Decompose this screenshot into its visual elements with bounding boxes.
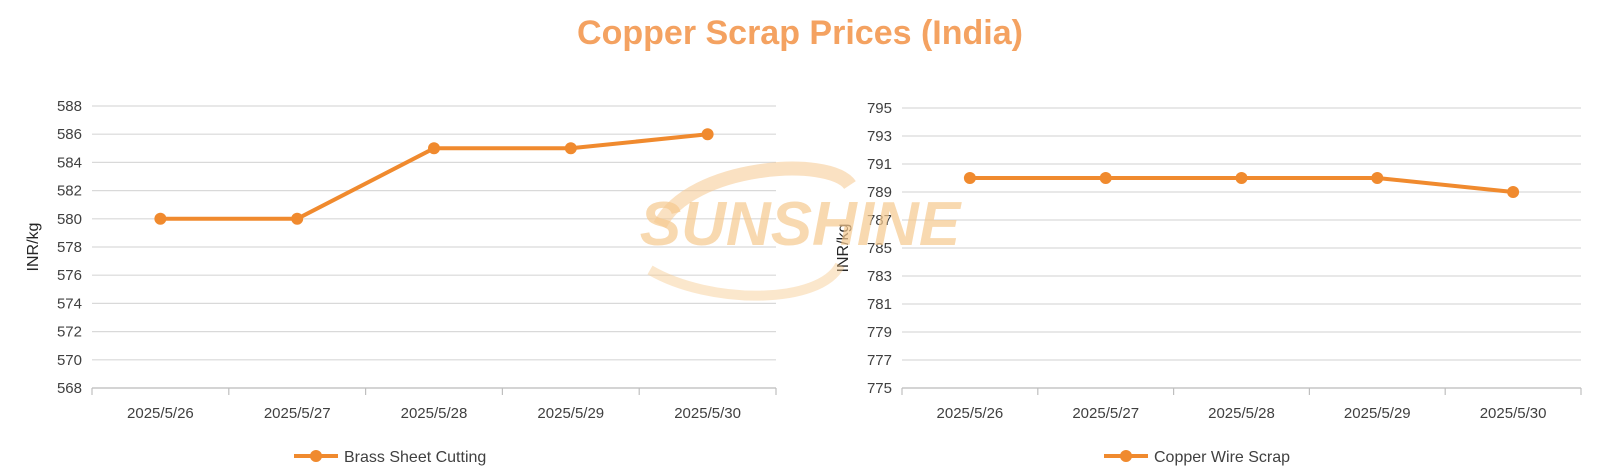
x-tick-label: 2025/5/27 — [264, 405, 331, 422]
x-tick-label: 2025/5/26 — [937, 405, 1004, 422]
data-point — [1507, 186, 1520, 198]
y-tick-label: 793 — [867, 128, 892, 145]
x-tick-label: 2025/5/27 — [1072, 405, 1139, 422]
legend-point-marker — [310, 450, 322, 462]
x-tick-label: 2025/5/29 — [1344, 405, 1411, 422]
legend-label: Brass Sheet Cutting — [344, 449, 486, 466]
y-tick-label: 789 — [867, 184, 892, 201]
y-tick-label: 791 — [867, 156, 892, 173]
data-point — [1235, 172, 1248, 184]
data-point — [291, 212, 304, 225]
y-tick-label: 574 — [57, 295, 82, 312]
data-point — [701, 128, 714, 141]
data-point — [564, 142, 577, 155]
x-tick-label: 2025/5/28 — [1208, 405, 1275, 422]
y-tick-label: 781 — [867, 296, 892, 313]
y-tick-label: 572 — [57, 324, 82, 341]
legend-point-marker — [1120, 450, 1132, 462]
y-tick-label: 582 — [57, 183, 82, 200]
data-point — [1099, 172, 1112, 184]
y-tick-label: 584 — [57, 154, 82, 171]
data-point — [428, 142, 440, 155]
chart-title: Copper Scrap Prices (India) — [577, 14, 1023, 52]
y-tick-label: 580 — [57, 211, 82, 228]
y-tick-label: 783 — [867, 268, 892, 285]
y-tick-label: 588 — [57, 98, 82, 115]
y-axis-title: INR/kg — [835, 224, 852, 273]
x-tick-label: 2025/5/30 — [674, 405, 741, 422]
y-tick-label: 570 — [57, 352, 82, 369]
x-tick-label: 2025/5/28 — [401, 405, 468, 422]
legend-label: Copper Wire Scrap — [1154, 449, 1290, 466]
x-tick-label: 2025/5/30 — [1480, 405, 1547, 422]
x-tick-label: 2025/5/26 — [127, 405, 194, 422]
y-tick-label: 795 — [867, 100, 892, 117]
y-tick-label: 578 — [57, 239, 82, 256]
y-tick-label: 787 — [867, 212, 892, 229]
y-tick-label: 779 — [867, 324, 892, 341]
data-point — [154, 212, 167, 225]
y-tick-label: 777 — [867, 352, 892, 369]
y-tick-label: 775 — [867, 380, 892, 397]
y-axis-title: INR/kg — [25, 223, 42, 272]
data-point — [1371, 172, 1384, 184]
y-tick-label: 568 — [57, 380, 82, 397]
brass-sheet-cutting-chart: 568 570 572 574 576 578 580 582 584 586 588 2025/5/… — [25, 98, 777, 466]
data-point — [963, 172, 976, 184]
y-tick-label: 576 — [57, 267, 82, 284]
y-tick-label: 586 — [57, 126, 82, 143]
y-tick-label: 785 — [867, 240, 892, 257]
x-tick-label: 2025/5/29 — [537, 405, 604, 422]
